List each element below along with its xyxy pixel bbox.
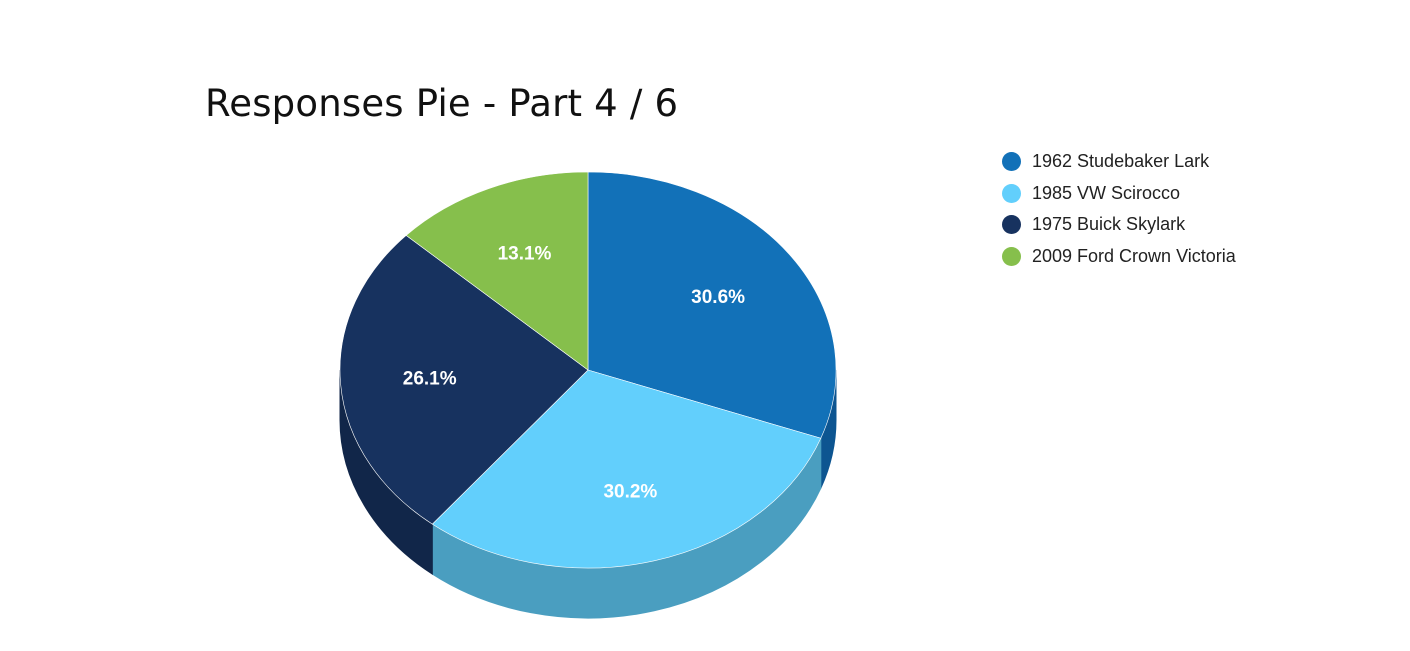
chart-title: Responses Pie - Part 4 / 6 [205,82,679,125]
pie-labels: 30.6% 30.2% 26.1% 13.1% [403,243,745,502]
pie-slice-label-3: 26.1% [403,369,457,390]
legend-item-4[interactable]: 2009 Ford Crown Victoria [1002,241,1236,273]
legend-label: 1962 Studebaker Lark [1032,151,1210,172]
pie-slice-label-4: 13.1% [498,243,552,264]
legend: 1962 Studebaker Lark 1985 VW Scirocco 1975… [1002,146,1236,272]
legend-label: 2009 Ford Crown Victoria [1032,245,1236,266]
legend-swatch [1002,246,1021,266]
pie-slice-2[interactable] [431,369,822,569]
legend-label: 1975 Buick Skylark [1032,214,1186,235]
pie-slice-label-1: 30.6% [691,287,745,308]
legend-label: 1985 VW Scirocco [1032,182,1181,203]
pie-top [339,171,837,569]
pie-slice-label-2: 30.2% [603,482,657,503]
pie-slice-4[interactable] [405,171,589,371]
pie-slice-1[interactable] [587,171,837,439]
legend-item-3[interactable]: 1975 Buick Skylark [1002,209,1236,241]
legend-swatch [1002,215,1021,235]
legend-item-2[interactable]: 1985 VW Scirocco [1002,178,1236,210]
legend-item-1[interactable]: 1962 Studebaker Lark [1002,146,1236,178]
legend-swatch [1002,183,1021,203]
pie-slice-3[interactable] [339,234,589,525]
legend-swatch [1002,152,1021,172]
